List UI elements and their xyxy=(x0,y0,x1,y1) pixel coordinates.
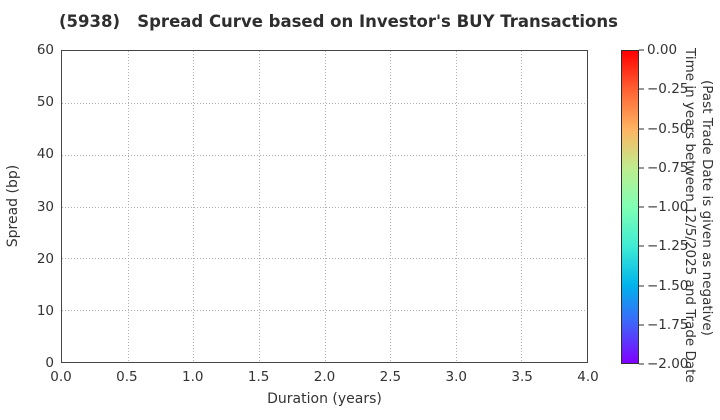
colorbar-tick-marks xyxy=(639,49,645,365)
x-tick-label: 0.5 xyxy=(116,369,138,385)
colorbar-tick-mark xyxy=(639,324,644,326)
colorbar-tick-label: −0.75 xyxy=(647,159,689,176)
y-tick-label: 40 xyxy=(36,146,54,163)
colorbar-tick-label: −1.50 xyxy=(647,277,689,294)
colorbar-tick-mark xyxy=(639,245,644,247)
y-axis-label: Spread (bp) xyxy=(5,164,21,248)
colorbar-tick-mark xyxy=(639,206,644,208)
gridline-horizontal xyxy=(62,102,587,104)
y-tick-label: 60 xyxy=(36,42,54,58)
x-tick-label: 3.5 xyxy=(511,369,533,385)
x-tick-label: 0.0 xyxy=(50,369,72,385)
colorbar-tick-label: −0.50 xyxy=(647,120,689,137)
gridline-horizontal xyxy=(62,154,587,156)
colorbar-tick-mark xyxy=(639,363,644,365)
x-tick-label: 3.0 xyxy=(445,369,467,385)
colorbar-tick-mark xyxy=(639,167,644,169)
colorbar-tick-label: −1.25 xyxy=(647,238,689,255)
colorbar-tick-labels: 0.00 −0.25 −0.50 −0.75 −1.00 −1.25 −1.50 −1.75 −… xyxy=(647,42,689,372)
gridline-horizontal xyxy=(62,206,587,208)
colorbar-label: Time in years between 12/5/2025 and Trad… xyxy=(681,48,715,383)
gridline-horizontal xyxy=(62,258,587,260)
y-tick-label: 0 xyxy=(45,355,54,371)
colorbar-tick-mark xyxy=(639,88,644,90)
x-tick-label: 1.0 xyxy=(182,369,204,385)
colorbar xyxy=(621,50,639,364)
x-tick-label: 2.5 xyxy=(379,369,402,385)
colorbar-tick-mark xyxy=(639,49,644,51)
colorbar-tick-mark xyxy=(639,285,644,286)
colorbar-tick-mark xyxy=(639,128,644,129)
gridline-horizontal xyxy=(62,310,587,312)
x-tick-label: 2.0 xyxy=(313,369,336,385)
y-tick-label: 30 xyxy=(36,198,54,215)
y-tick-label: 20 xyxy=(36,250,54,267)
x-tick-label: 1.5 xyxy=(247,369,270,385)
colorbar-tick-label: −0.25 xyxy=(647,81,689,98)
x-axis-label: Duration (years) xyxy=(267,391,382,407)
y-tick-label: 10 xyxy=(36,302,54,319)
plot-area xyxy=(61,50,588,363)
colorbar-tick-label: −1.75 xyxy=(647,316,689,333)
colorbar-tick-label: −1.00 xyxy=(647,199,689,215)
x-axis-ticks: 0.0 0.5 1.0 1.5 2.0 2.5 3.0 3.5 4.0 xyxy=(50,369,598,385)
colorbar-tick-label: −2.00 xyxy=(647,356,689,372)
chart-title: (5938) Spread Curve based on Investor's … xyxy=(59,12,618,31)
colorbar-tick-label: 0.00 xyxy=(647,42,678,58)
y-axis-ticks: 0 10 20 30 40 50 60 xyxy=(0,42,54,371)
x-tick-label: 4.0 xyxy=(577,369,599,385)
y-tick-label: 50 xyxy=(36,94,54,111)
